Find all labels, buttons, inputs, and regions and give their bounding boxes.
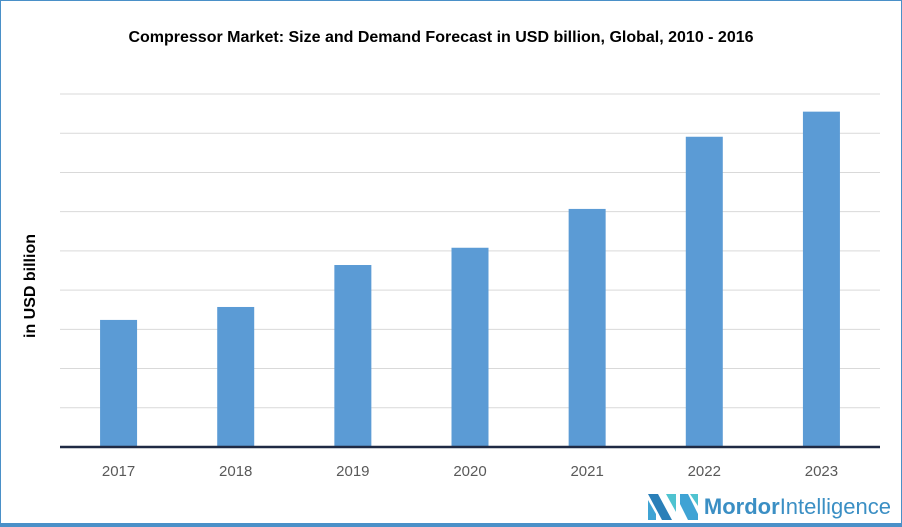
- bar-2023: [802, 111, 840, 448]
- bar-2021: [568, 208, 606, 447]
- x-tick-label: 2023: [805, 463, 838, 480]
- x-tick-label: 2019: [336, 463, 369, 480]
- bar-2018: [217, 306, 255, 447]
- logo-text-light: Intelligence: [779, 494, 891, 519]
- logo-text-bold: Mordor: [703, 494, 780, 519]
- bar-2020: [451, 247, 489, 447]
- chart-title: Compressor Market: Size and Demand Forec…: [128, 29, 754, 46]
- logo-text: MordorIntelligence: [704, 494, 891, 520]
- bar-2019: [334, 265, 372, 447]
- bar-2017: [100, 319, 138, 447]
- x-tick-label: 2017: [102, 463, 135, 480]
- bottom-border: [1, 523, 901, 526]
- x-tick-label: 2022: [688, 463, 721, 480]
- x-tick-label: 2021: [570, 463, 603, 480]
- mordor-intelligence-logo: MordorIntelligence: [647, 494, 891, 520]
- x-tick-label: 2020: [453, 463, 486, 480]
- x-tick-label: 2018: [219, 463, 252, 480]
- bar-2022: [685, 136, 723, 447]
- logo-mark-icon: [647, 494, 698, 520]
